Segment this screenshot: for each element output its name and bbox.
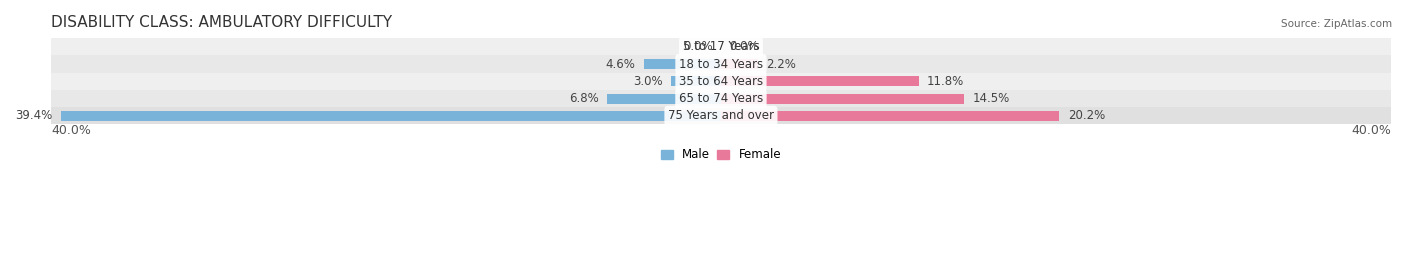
Text: DISABILITY CLASS: AMBULATORY DIFFICULTY: DISABILITY CLASS: AMBULATORY DIFFICULTY [51,15,392,30]
Bar [51,55,1391,73]
Text: 65 to 74 Years: 65 to 74 Years [679,92,763,105]
Bar [607,94,721,104]
Text: 14.5%: 14.5% [972,92,1010,105]
Bar [51,107,1391,125]
Text: 18 to 34 Years: 18 to 34 Years [679,58,763,70]
Text: 40.0%: 40.0% [51,125,91,137]
Text: 3.0%: 3.0% [633,75,662,88]
Bar [644,59,721,69]
Text: 39.4%: 39.4% [15,109,52,122]
Text: 4.6%: 4.6% [606,58,636,70]
Text: 35 to 64 Years: 35 to 64 Years [679,75,763,88]
Legend: Male, Female: Male, Female [657,144,786,166]
Bar [671,76,721,86]
Text: Source: ZipAtlas.com: Source: ZipAtlas.com [1281,19,1392,29]
Text: 0.0%: 0.0% [730,40,759,53]
Text: 2.2%: 2.2% [766,58,796,70]
Text: 5 to 17 Years: 5 to 17 Years [682,40,759,53]
Bar [51,38,1391,55]
Bar [721,94,965,104]
Bar [60,111,721,121]
Bar [721,76,918,86]
Text: 6.8%: 6.8% [569,92,599,105]
Text: 75 Years and over: 75 Years and over [668,109,773,122]
Bar [51,73,1391,90]
Bar [721,111,1059,121]
Text: 40.0%: 40.0% [1351,125,1391,137]
Text: 20.2%: 20.2% [1067,109,1105,122]
Text: 11.8%: 11.8% [927,75,965,88]
Bar [51,90,1391,107]
Text: 0.0%: 0.0% [683,40,713,53]
Bar [721,59,758,69]
